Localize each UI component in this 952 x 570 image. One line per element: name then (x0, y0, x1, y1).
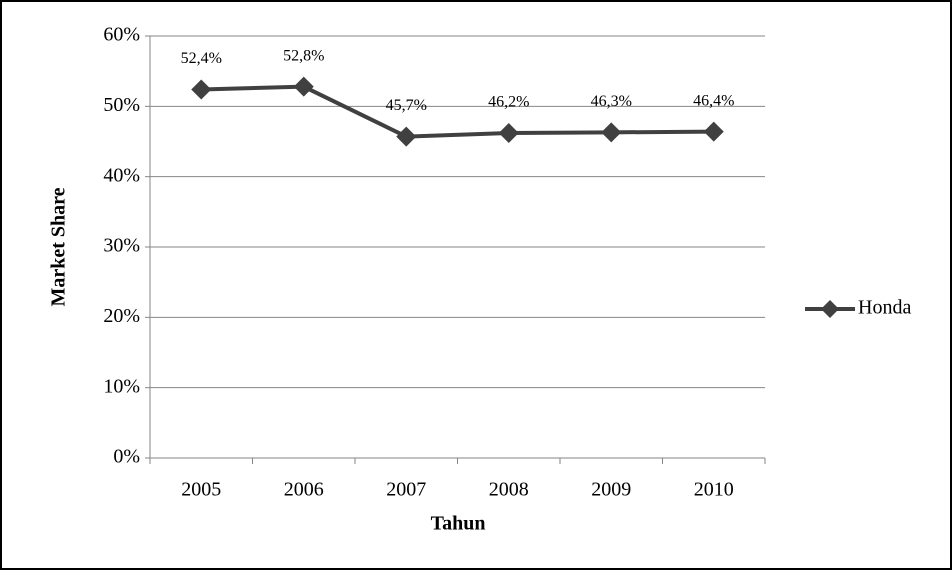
x-tick-label: 2005 (181, 479, 221, 501)
y-axis-title: Market Share (48, 187, 70, 306)
marker (498, 123, 519, 144)
legend-marker (821, 300, 839, 318)
x-tick-label: 2009 (591, 479, 631, 501)
x-tick-label: 2008 (489, 479, 529, 501)
marker (703, 121, 724, 142)
x-tick-label: 2006 (284, 479, 324, 501)
data-label: 52,8% (283, 47, 324, 64)
y-tick-label: 40% (103, 164, 140, 186)
y-tick-label: 0% (113, 446, 140, 468)
x-tick-label: 2007 (386, 479, 426, 501)
y-tick-label: 30% (103, 235, 140, 257)
line (201, 84, 714, 139)
data-label: 46,2% (488, 94, 529, 111)
marker (396, 126, 417, 147)
data-label: 46,3% (591, 93, 632, 110)
data-label: 46,4% (693, 92, 734, 109)
marker (191, 79, 212, 100)
y-tick-label: 10% (103, 375, 140, 397)
x-tick-label: 2010 (694, 479, 734, 501)
y-tick-label: 50% (103, 94, 140, 116)
y-tick-label: 60% (103, 24, 140, 46)
data-label: 52,4% (181, 50, 222, 67)
x-axis-title: Tahun (431, 513, 486, 535)
data-label: 45,7% (386, 97, 427, 114)
marker (601, 122, 622, 143)
marker (293, 76, 314, 97)
y-tick-label: 20% (103, 305, 140, 327)
legend-label: Honda (858, 297, 911, 319)
